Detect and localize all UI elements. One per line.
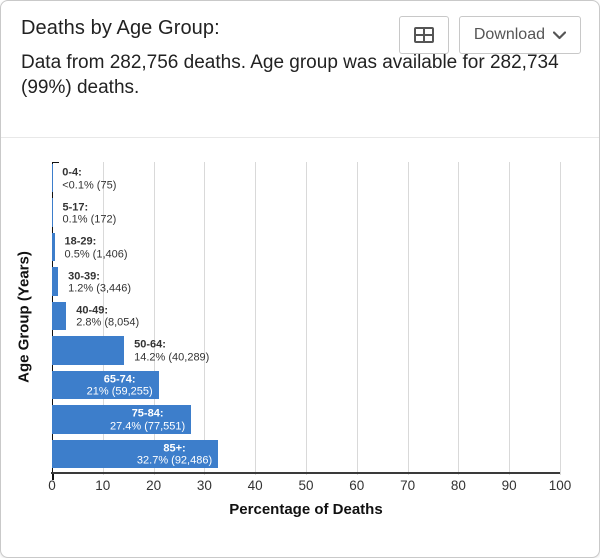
x-tick-label-0: 0 xyxy=(48,478,56,493)
bar-row-40-49: 40-49: 2.8% (8,054) xyxy=(52,300,560,334)
bar-65-74[interactable] xyxy=(52,370,159,400)
download-button-label: Download xyxy=(473,26,545,43)
show-table-button[interactable] xyxy=(398,16,449,54)
bar-label-65-74: 65-74: 21% (59,255) xyxy=(86,373,153,398)
page-title: Deaths by Age Group: xyxy=(21,17,220,39)
chevron-down-icon xyxy=(553,30,566,40)
gridline-90 xyxy=(509,162,511,475)
gridline-30 xyxy=(204,162,206,475)
bar-18-29[interactable] xyxy=(52,232,55,262)
bar-40-49[interactable] xyxy=(52,301,67,331)
gridline-70 xyxy=(407,162,409,475)
bar-label-30-39: 30-39: 1.2% (3,446) xyxy=(68,270,132,295)
y-axis-title: Age Group (Years) xyxy=(15,251,33,383)
x-tick-label-80: 80 xyxy=(450,478,466,493)
bar-row-85+: 85+: 32.7% (92,486) xyxy=(52,438,560,472)
bar-row-18-29: 18-29: 0.5% (1,406) xyxy=(52,231,560,265)
x-tick-labels: 0 10 20 30 40 50 60 70 80 90 100 xyxy=(48,478,571,494)
x-tick-label-70: 70 xyxy=(400,478,416,493)
x-tick-label-100: 100 xyxy=(548,478,572,493)
gridline-20 xyxy=(153,162,155,475)
x-tick-label-50: 50 xyxy=(298,478,314,493)
bar-label-18-29: 18-29: 0.5% (1,406) xyxy=(64,235,128,261)
x-tick-label-40: 40 xyxy=(247,478,263,493)
header-buttons: Download xyxy=(398,16,581,54)
bar-row-65-74: 65-74: 21% (59,255) xyxy=(52,369,560,403)
bar-row-0-4: 0-4: <0.1% (75) xyxy=(52,162,560,196)
gridline-40 xyxy=(255,162,257,475)
bar-row-50-64: 50-64: 14.2% (40,289) xyxy=(52,334,560,368)
bar-label-75-84: 75-84: 27.4% (77,551) xyxy=(109,407,186,433)
gridline-60 xyxy=(356,162,358,475)
gridline-80 xyxy=(458,162,460,475)
x-tick-label-20: 20 xyxy=(146,478,162,493)
x-tick-label-60: 60 xyxy=(349,478,365,493)
chart-subtitle: Data from 282,756 deaths. Age group was … xyxy=(21,52,559,99)
bar-row-30-39: 30-39: 1.2% (3,446) xyxy=(52,265,560,299)
x-tick-label-90: 90 xyxy=(501,478,517,493)
y-axis-top-tick xyxy=(52,162,59,163)
bar-5-17[interactable] xyxy=(52,198,53,227)
bar-label-0-4: 0-4: <0.1% (75) xyxy=(62,166,117,192)
bar-row-5-17: 5-17: 0.1% (172) xyxy=(52,196,560,230)
plot-area: 0-4: <0.1% (75) 5-17: 0.1% (172) 18-29: 0.5% … xyxy=(51,162,561,480)
bar-30-39[interactable] xyxy=(52,267,59,296)
bar-label-85+: 85+: 32.7% (92,486) xyxy=(136,442,213,467)
x-axis-title: Percentage of Deaths xyxy=(229,501,383,518)
bar-50-64[interactable] xyxy=(52,336,125,365)
bar-85+[interactable] xyxy=(52,439,219,468)
table-icon xyxy=(413,27,434,43)
bar-label-5-17: 5-17: 0.1% (172) xyxy=(62,201,117,226)
gridline-100 xyxy=(560,162,561,475)
download-button[interactable]: Download xyxy=(458,16,581,54)
bar-label-50-64: 50-64: 14.2% (40,289) xyxy=(134,338,210,364)
card-header: Deaths by Age Group: Data from 282,756 d… xyxy=(1,1,599,138)
bar-row-75-84: 75-84: 27.4% (77,551) xyxy=(52,403,560,437)
bar-75-84[interactable] xyxy=(52,405,192,434)
x-axis-zero-tick xyxy=(52,474,54,480)
gridline-10 xyxy=(102,162,104,475)
x-tick-label-30: 30 xyxy=(196,478,212,493)
bars-container: 0-4: <0.1% (75) 5-17: 0.1% (172) 18-29: 0.5% … xyxy=(52,162,560,472)
x-axis-line xyxy=(51,472,560,474)
x-tick-label-10: 10 xyxy=(95,478,111,493)
bar-label-40-49: 40-49: 2.8% (8,054) xyxy=(76,304,140,329)
chart-area: Age Group (Years) 0-4: <0.1% (75) 5-17: 0.1… xyxy=(1,138,599,557)
gridline-50 xyxy=(306,162,307,475)
